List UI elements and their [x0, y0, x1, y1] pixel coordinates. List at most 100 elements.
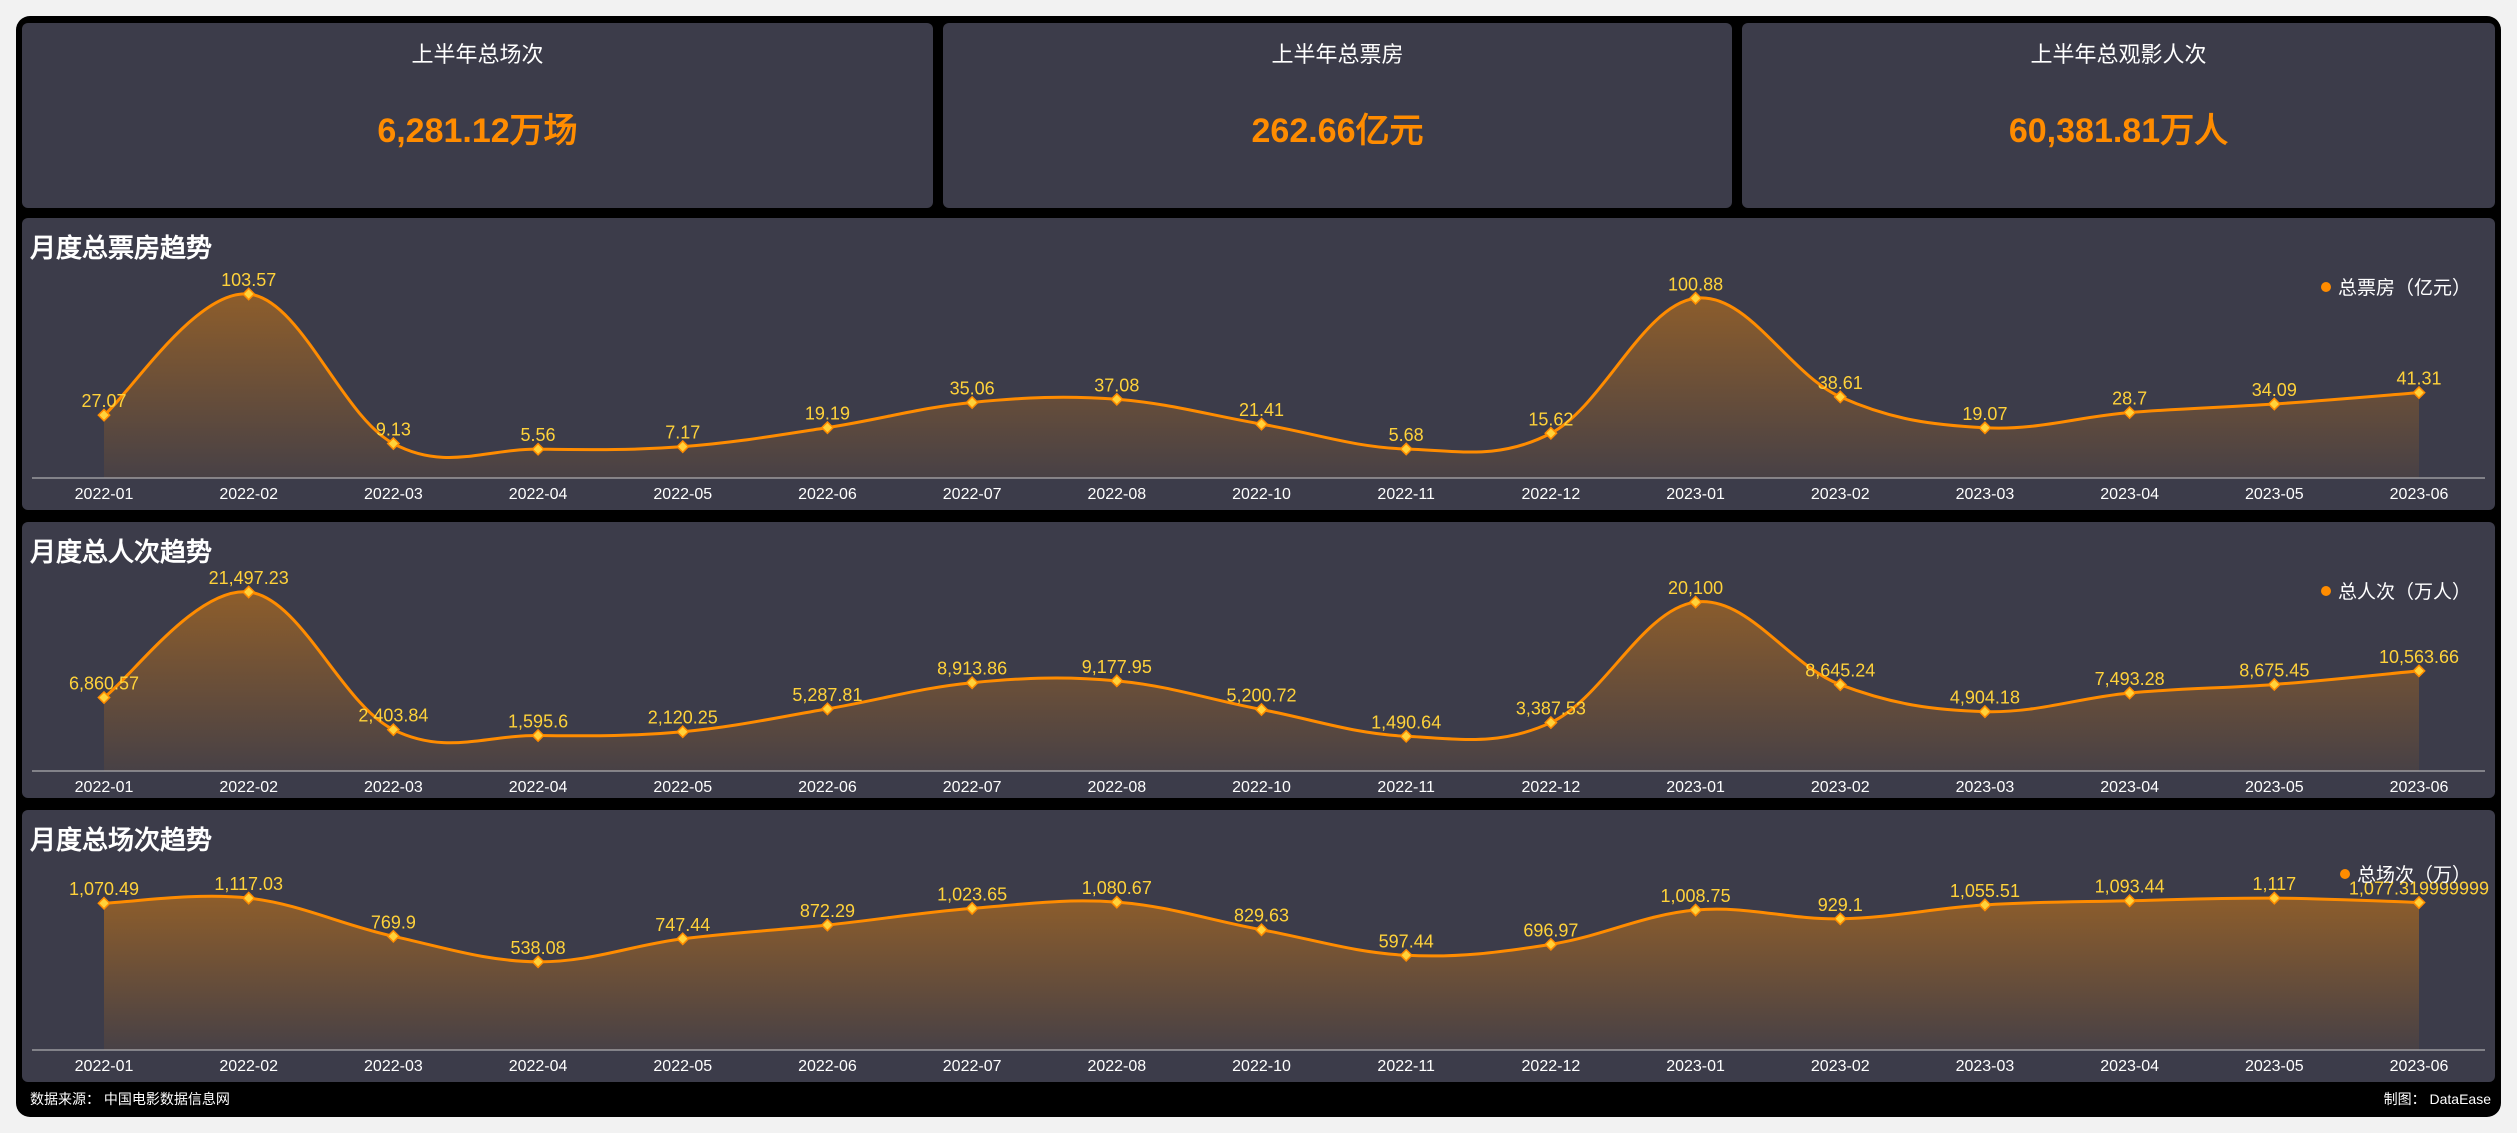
data-label: 21,497.23 — [209, 568, 289, 588]
data-point — [1399, 948, 1413, 962]
legend-dot-icon — [2339, 868, 2350, 879]
data-label: 9,177.95 — [1082, 657, 1152, 677]
chart-legend[interactable]: 总场次（万） — [2339, 860, 2471, 887]
x-tick-label: 2023-05 — [2245, 486, 2304, 503]
x-tick-label: 2023-05 — [2245, 1058, 2304, 1075]
data-label: 5.56 — [521, 425, 556, 445]
x-tick-label: 2023-01 — [1666, 779, 1725, 796]
data-point — [1544, 426, 1558, 440]
data-label: 4,904.18 — [1950, 688, 2020, 708]
data-label: 769.9 — [371, 912, 416, 932]
data-label: 100.88 — [1668, 274, 1723, 294]
x-tick-label: 2022-05 — [653, 1058, 712, 1075]
x-tick-label: 2022-08 — [1087, 1058, 1146, 1075]
data-point — [1399, 442, 1413, 456]
chart-svg: 6,860.57 2022-01 21,497.23 2022-02 2,403.84 2… — [32, 568, 2485, 796]
chart-title: 月度总人次趋势 — [30, 537, 213, 567]
data-label: 103.57 — [221, 270, 276, 290]
data-point — [2267, 677, 2282, 692]
data-point — [1978, 898, 1992, 912]
data-point — [676, 724, 690, 739]
kpi-value: 60,381.81万人 — [2008, 112, 2229, 150]
x-tick-label: 2022-04 — [509, 779, 568, 796]
data-label: 1,055.51 — [1950, 881, 2020, 901]
x-tick-label: 2023-02 — [1811, 779, 1870, 796]
x-tick-label: 2023-03 — [1956, 486, 2015, 503]
chart-svg: 1,070.49 2022-01 1,117.03 2022-02 769.9 2022-… — [32, 874, 2489, 1075]
chart-title: 月度总票房趋势 — [30, 233, 213, 263]
chart-legend[interactable]: 总人次（万人） — [2320, 577, 2471, 604]
data-label: 21.41 — [1239, 400, 1284, 420]
data-label: 5.68 — [1389, 425, 1424, 445]
chart-legend[interactable]: 总票房（亿元） — [2320, 273, 2471, 300]
data-point — [1688, 595, 1703, 609]
x-tick-label: 2022-11 — [1377, 1058, 1435, 1075]
data-point — [1833, 912, 1847, 926]
data-point — [965, 676, 979, 690]
data-point — [1978, 421, 1992, 435]
data-label: 1,117 — [2252, 874, 2296, 894]
x-tick-label: 2023-03 — [1956, 1058, 2015, 1075]
data-label: 7,493.28 — [2095, 669, 2165, 689]
data-point — [820, 918, 835, 932]
data-label: 872.29 — [800, 901, 855, 921]
legend-label: 总人次（万人） — [2337, 582, 2471, 603]
area-fill — [104, 591, 2419, 771]
x-tick-label: 2022-07 — [943, 486, 1002, 503]
data-point — [1254, 417, 1269, 431]
data-label: 28.7 — [2112, 389, 2147, 409]
x-tick-label: 2022-10 — [1232, 1058, 1291, 1075]
data-point — [965, 395, 979, 410]
x-tick-label: 2023-04 — [2100, 779, 2159, 796]
chart-panel-sessions: 1,070.49 2022-01 1,117.03 2022-02 769.9 2022-… — [22, 810, 2495, 1082]
data-point — [1688, 903, 1703, 917]
data-point — [1688, 291, 1703, 305]
x-tick-label: 2022-08 — [1087, 779, 1146, 796]
data-label: 829.63 — [1234, 906, 1289, 926]
data-point — [386, 722, 401, 737]
data-label: 1,490.64 — [1371, 712, 1441, 732]
data-point — [386, 436, 401, 451]
data-label: 597.44 — [1379, 931, 1434, 951]
data-label: 5,200.72 — [1226, 686, 1296, 706]
data-point — [820, 420, 835, 435]
x-tick-label: 2022-06 — [798, 1058, 857, 1075]
data-label: 35.06 — [950, 378, 995, 398]
kpi-title: 上半年总观影人次 — [2030, 42, 2207, 67]
x-tick-label: 2022-02 — [219, 1058, 278, 1075]
data-point — [1110, 674, 1124, 688]
x-tick-label: 2022-06 — [798, 486, 857, 503]
data-point — [1399, 729, 1413, 743]
x-tick-label: 2022-07 — [943, 779, 1002, 796]
data-label: 1,117.03 — [214, 874, 283, 894]
data-label: 747.44 — [655, 915, 710, 935]
data-point — [820, 702, 835, 716]
data-point — [1110, 392, 1124, 407]
x-tick-label: 2022-03 — [364, 779, 423, 796]
data-label: 19.19 — [805, 404, 850, 424]
x-tick-label: 2022-01 — [75, 779, 134, 796]
data-label: 41.31 — [2396, 369, 2441, 389]
data-point — [241, 287, 256, 301]
data-point — [2267, 891, 2282, 905]
area-fill — [104, 293, 2419, 478]
data-point — [676, 932, 690, 946]
x-tick-label: 2022-07 — [943, 1058, 1002, 1075]
data-label: 9.13 — [376, 420, 411, 440]
kpi-card-boxoffice: 上半年总票房 262.66亿元 — [943, 23, 1732, 208]
x-tick-label: 2023-02 — [1811, 486, 1870, 503]
x-tick-label: 2022-12 — [1522, 779, 1581, 796]
data-point — [241, 585, 256, 599]
data-label: 19.07 — [1962, 404, 2007, 424]
chart-panel-boxoffice: 27.07 2022-01 103.57 2022-02 9.13 2022-03 5.56… — [22, 218, 2495, 510]
kpi-value: 262.66亿元 — [1251, 112, 1424, 150]
x-tick-label: 2022-10 — [1232, 779, 1291, 796]
data-label: 1,070.49 — [69, 879, 139, 899]
data-point — [531, 442, 545, 456]
chart-title: 月度总场次趋势 — [30, 825, 213, 855]
data-point — [1544, 937, 1558, 952]
x-tick-label: 2023-05 — [2245, 779, 2304, 796]
data-point — [2267, 397, 2282, 411]
x-tick-label: 2022-03 — [364, 486, 423, 503]
data-label: 8,913.86 — [937, 659, 1007, 679]
